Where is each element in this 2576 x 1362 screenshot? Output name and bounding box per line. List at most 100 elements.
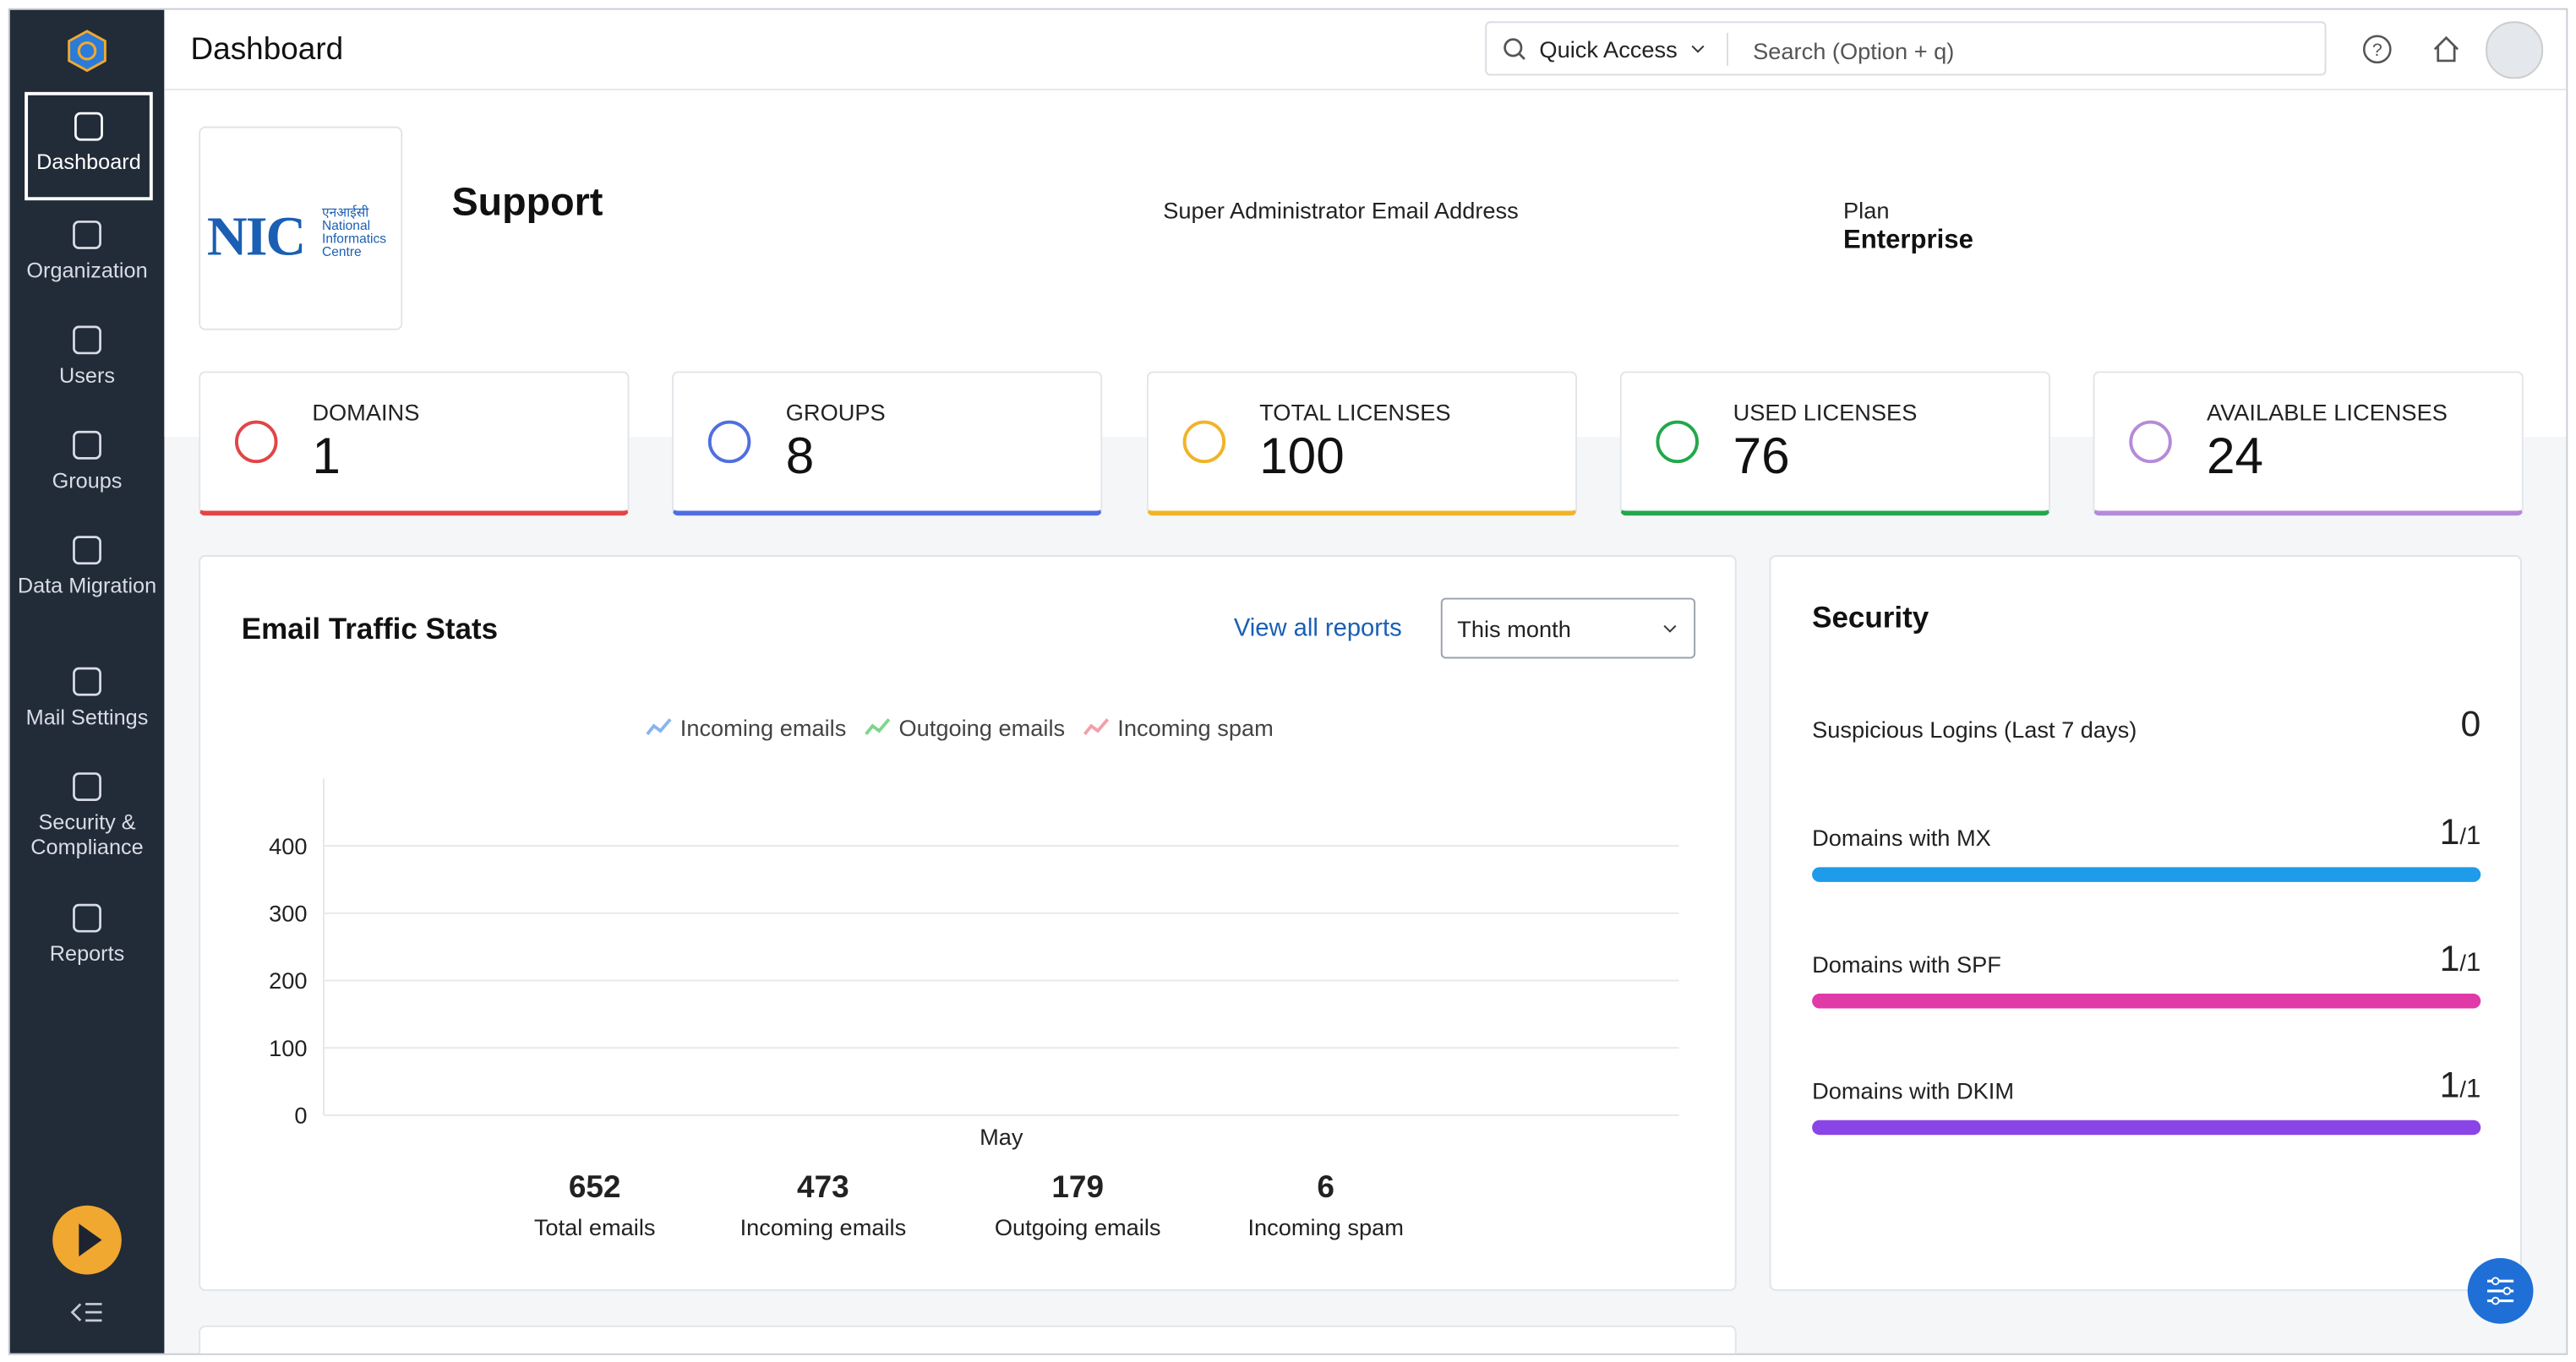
help-icon[interactable]: ? <box>2362 35 2392 64</box>
nav-item[interactable]: Groups <box>10 427 165 493</box>
nav-item[interactable]: Dashboard <box>25 91 153 201</box>
suspicious-row: Suspicious Logins (Last 7 days) 0 <box>1812 703 2480 744</box>
domain-bar <box>1812 994 2481 1009</box>
nav-item[interactable]: Organization <box>10 217 165 283</box>
suspicious-label: Suspicious Logins (Last 7 days) <box>1812 716 2137 743</box>
domain-label: Domains with MX <box>1812 824 1991 851</box>
stat-label: USED LICENSES <box>1733 399 1918 426</box>
stat-card: DOMAINS 1 <box>199 371 630 516</box>
traffic-panel: Email Traffic Stats View all reports Thi… <box>199 555 1737 1291</box>
legend-icon <box>646 718 672 736</box>
search-box[interactable]: Quick Access Search (Option + q) <box>1485 21 2327 76</box>
page-title: Dashboard <box>190 32 344 68</box>
total-item: 6 Incoming spam <box>1211 1171 1441 1240</box>
total-label: Total emails <box>533 1213 656 1240</box>
nav-label: Data Migration <box>17 573 157 598</box>
traffic-title: Email Traffic Stats <box>241 613 499 646</box>
settings-fab[interactable] <box>2467 1258 2534 1324</box>
stat-card: AVAILABLE LICENSES 24 <box>2093 371 2524 516</box>
next-panel <box>199 1325 1737 1354</box>
domain-ratio: 1/1 <box>2439 937 2481 979</box>
total-item: 473 Incoming emails <box>708 1171 938 1240</box>
nav-item[interactable]: Security & Compliance <box>10 769 165 859</box>
total-label: Incoming emails <box>740 1213 907 1240</box>
nav-item[interactable]: Data Migration <box>10 532 165 598</box>
nav-item[interactable]: Reports <box>10 900 165 966</box>
logo-text: एनआईसी <box>322 204 369 221</box>
domain-count: 1 <box>2439 811 2460 853</box>
quick-access[interactable]: Quick Access <box>1539 35 1678 63</box>
stat-value: 76 <box>1733 427 1790 485</box>
stat-value: 1 <box>312 427 341 485</box>
stat-value: 8 <box>785 427 815 485</box>
total-value: 473 <box>797 1170 849 1206</box>
stat-value: 24 <box>2206 427 2264 485</box>
header: Dashboard Quick Access Search (Option + … <box>164 9 2567 90</box>
y-tick-label: 400 <box>269 833 307 859</box>
nav-label: Users <box>59 362 116 388</box>
x-tick-label: May <box>980 1124 1023 1150</box>
play-button[interactable] <box>52 1205 122 1275</box>
nav-label: Organization <box>26 258 148 283</box>
nav-label: Reports <box>49 940 125 967</box>
nav-label: Groups <box>52 468 123 493</box>
home-icon[interactable] <box>2431 35 2461 64</box>
stat-value: 100 <box>1259 427 1345 485</box>
period-select[interactable]: This month <box>1440 597 1696 659</box>
stat-label: DOMAINS <box>312 399 420 426</box>
stat-label: GROUPS <box>785 399 886 426</box>
security-panel: Security Suspicious Logins (Last 7 days)… <box>1769 555 2522 1291</box>
legend-label: Incoming spam <box>1117 715 1273 741</box>
domain-row: Domains with DKIM 1/1 <box>1812 1065 2481 1136</box>
nav-item[interactable]: Users <box>10 322 165 388</box>
plan: Enterprise <box>1843 226 1973 255</box>
logo-text: Informatics <box>322 232 387 247</box>
legend-label: Incoming emails <box>680 715 847 741</box>
nav-item[interactable]: Mail Settings <box>10 663 165 729</box>
stat-label: AVAILABLE LICENSES <box>2206 399 2448 426</box>
app-window: Dashboard Organization Users Groups Data Mig… <box>8 8 2568 1355</box>
legend-icon <box>865 718 891 736</box>
stat-card: USED LICENSES 76 <box>1619 371 2050 516</box>
y-tick-label: 200 <box>269 967 307 994</box>
domain-label: Domains with DKIM <box>1812 1077 2015 1104</box>
y-tick-label: 100 <box>269 1035 307 1061</box>
domain-row: Domains with SPF 1/1 <box>1812 938 2481 1009</box>
logo-text: Centre <box>322 244 362 260</box>
avatar[interactable] <box>2486 21 2544 79</box>
domain-ratio: 1/1 <box>2439 811 2481 853</box>
nav-label: Dashboard <box>36 149 141 175</box>
collapse-icon[interactable] <box>70 1301 104 1324</box>
total-label: Outgoing emails <box>994 1213 1161 1240</box>
total-label: Incoming spam <box>1247 1213 1404 1240</box>
domain-total: 1 <box>2465 822 2481 851</box>
sidebar: Dashboard Organization Users Groups Data Mig… <box>9 9 165 1354</box>
app-logo <box>68 30 106 73</box>
traffic-chart: Incoming emails Outgoing emails Incoming s… <box>269 715 1679 1150</box>
domain-total: 1 <box>2465 949 2481 978</box>
search-placeholder: Search (Option + q) <box>1753 37 1955 64</box>
domain-bar <box>1812 867 2481 882</box>
logo-text: National <box>322 218 371 234</box>
domain-count: 1 <box>2439 1064 2460 1106</box>
security-title: Security <box>1812 601 1929 635</box>
org-logo: NIC एनआईसी National Informatics Centre <box>199 126 403 330</box>
y-tick-label: 0 <box>294 1103 307 1129</box>
stat-card: GROUPS 8 <box>672 371 1103 516</box>
domain-row: Domains with MX 1/1 <box>1812 811 2481 882</box>
suspicious-value: 0 <box>2460 702 2481 744</box>
view-all-link[interactable]: View all reports <box>1233 614 1402 643</box>
total-value: 6 <box>1317 1170 1334 1206</box>
domain-total: 1 <box>2465 1076 2481 1104</box>
stat-card: TOTAL LICENSES 100 <box>1146 371 1577 516</box>
y-tick-label: 300 <box>269 901 307 927</box>
legend-label: Outgoing emails <box>899 715 1066 741</box>
domain-bar <box>1812 1120 2481 1136</box>
domain-label: Domains with SPF <box>1812 951 2001 978</box>
total-value: 179 <box>1051 1170 1104 1206</box>
svg-text:?: ? <box>2372 40 2382 60</box>
stat-label: TOTAL LICENSES <box>1259 399 1451 426</box>
domain-count: 1 <box>2439 937 2460 979</box>
admin-label: Super Administrator Email Address <box>1163 197 1519 224</box>
